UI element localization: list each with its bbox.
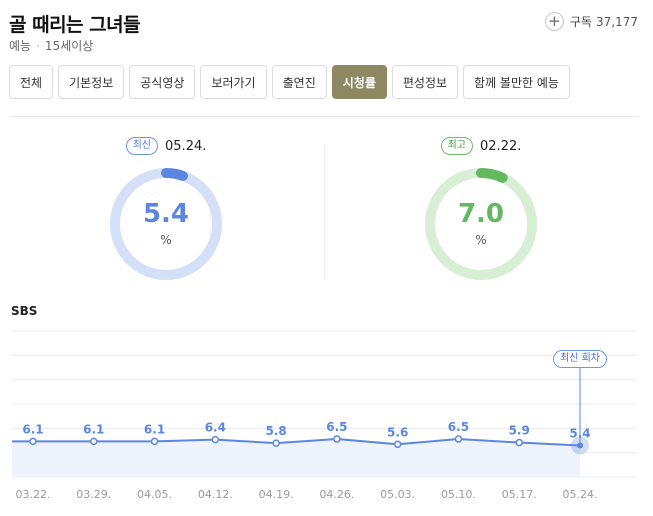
meta-separator: ·: [36, 39, 40, 53]
tab-7[interactable]: 함께 볼만한 예능: [463, 65, 570, 99]
latest-date: 05.24.: [165, 138, 207, 154]
tab-5[interactable]: 시청률: [331, 65, 387, 99]
latest-badge: 최신: [125, 137, 159, 155]
plus-icon: +: [544, 12, 564, 31]
x-tick-label: 05.03.: [380, 488, 415, 501]
data-label: 5.9: [509, 424, 530, 438]
best-date: 02.22.: [480, 138, 522, 154]
program-genre: 예능: [9, 39, 32, 53]
tab-0[interactable]: 전체: [9, 65, 54, 99]
program-title: 골 때리는 그녀들: [9, 14, 141, 36]
ratings-chart: 6.1 03.22. 6.1 03.29. 6.1 04.05. 6.4 04.12. 5.8 0…: [12, 330, 636, 501]
latest-ring-progress: [110, 168, 222, 280]
tab-2[interactable]: 공식영상: [129, 65, 196, 99]
best-rating-ring: 7.0 %: [423, 166, 539, 282]
subscriber-count: 37,177: [596, 14, 638, 29]
latest-rating-value: 5.4: [142, 199, 190, 229]
rating-area: [12, 439, 580, 477]
data-point[interactable]: [454, 435, 463, 443]
x-tick-label: 05.24.: [563, 488, 598, 501]
tab-bar: 전체 기본정보 공식영상 보러가기 출연진 시청률 편성정보 함께 볼만한 예능: [9, 65, 570, 99]
best-rating-card: 최고 02.22. 7.0 %: [406, 136, 556, 280]
data-point[interactable]: [272, 439, 280, 447]
latest-rating-header: 최신 05.24.: [91, 136, 241, 156]
data-point[interactable]: [150, 437, 159, 446]
data-point[interactable]: [29, 437, 37, 446]
network-label: SBS: [11, 304, 38, 318]
x-tick-label: 03.22.: [16, 488, 51, 501]
data-label: 5.4: [569, 426, 590, 440]
tab-1[interactable]: 기본정보: [58, 65, 125, 99]
x-tick-label: 04.26.: [319, 488, 354, 501]
tab-4[interactable]: 출연진: [271, 65, 327, 99]
best-rating-unit: %: [475, 233, 487, 247]
tab-6[interactable]: 편성정보: [391, 65, 459, 99]
best-rating-header: 최고 02.22.: [406, 136, 556, 156]
best-rating-value: 7.0: [457, 199, 505, 229]
data-label: 6.1: [144, 422, 165, 436]
stat-divider: [324, 146, 325, 278]
x-tick-label: 04.05.: [137, 488, 172, 501]
x-tick-label: 04.19.: [259, 488, 294, 501]
data-point[interactable]: [211, 435, 220, 444]
program-rating: 15세이상: [44, 39, 94, 53]
x-tick-label: 04.12.: [198, 488, 233, 501]
data-label: 6.5: [448, 420, 469, 434]
data-label: 6.1: [83, 422, 104, 436]
subscribe-label: 구독: [569, 15, 592, 29]
tab-3[interactable]: 보러가기: [200, 65, 267, 99]
x-tick-label: 03.29.: [76, 488, 111, 501]
data-point[interactable]: [577, 442, 583, 449]
best-badge: 최고: [440, 137, 474, 155]
x-tick-label: 05.10.: [441, 488, 476, 501]
data-point[interactable]: [333, 435, 341, 443]
latest-rating-unit: %: [160, 233, 172, 247]
tab-divider: [10, 116, 639, 117]
program-meta: 예능 · 15세이상: [9, 37, 93, 54]
latest-episode-callout: 최신 회차: [553, 350, 607, 368]
latest-rating-card: 최신 05.24. 5.4 %: [91, 136, 241, 280]
data-point[interactable]: [90, 437, 98, 446]
data-label: 6.1: [22, 422, 43, 436]
x-tick-label: 05.17.: [502, 488, 537, 501]
data-label: 6.5: [326, 420, 347, 434]
data-label: 5.6: [387, 425, 408, 439]
data-point[interactable]: [515, 438, 523, 447]
data-label: 6.4: [205, 421, 226, 435]
subscribe-button[interactable]: + 구독 37,177: [544, 12, 638, 31]
data-label: 5.8: [265, 424, 286, 438]
latest-rating-ring: 5.4 %: [108, 166, 224, 282]
best-ring-progress: [425, 168, 537, 280]
data-point[interactable]: [393, 440, 402, 449]
